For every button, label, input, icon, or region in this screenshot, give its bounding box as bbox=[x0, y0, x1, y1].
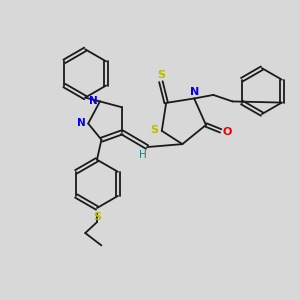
Text: N: N bbox=[89, 95, 98, 106]
Text: S: S bbox=[93, 212, 101, 222]
Text: N: N bbox=[77, 118, 86, 128]
Text: S: S bbox=[150, 125, 158, 135]
Text: S: S bbox=[157, 70, 165, 80]
Text: N: N bbox=[190, 87, 199, 97]
Text: H: H bbox=[139, 150, 146, 160]
Text: O: O bbox=[223, 127, 232, 137]
